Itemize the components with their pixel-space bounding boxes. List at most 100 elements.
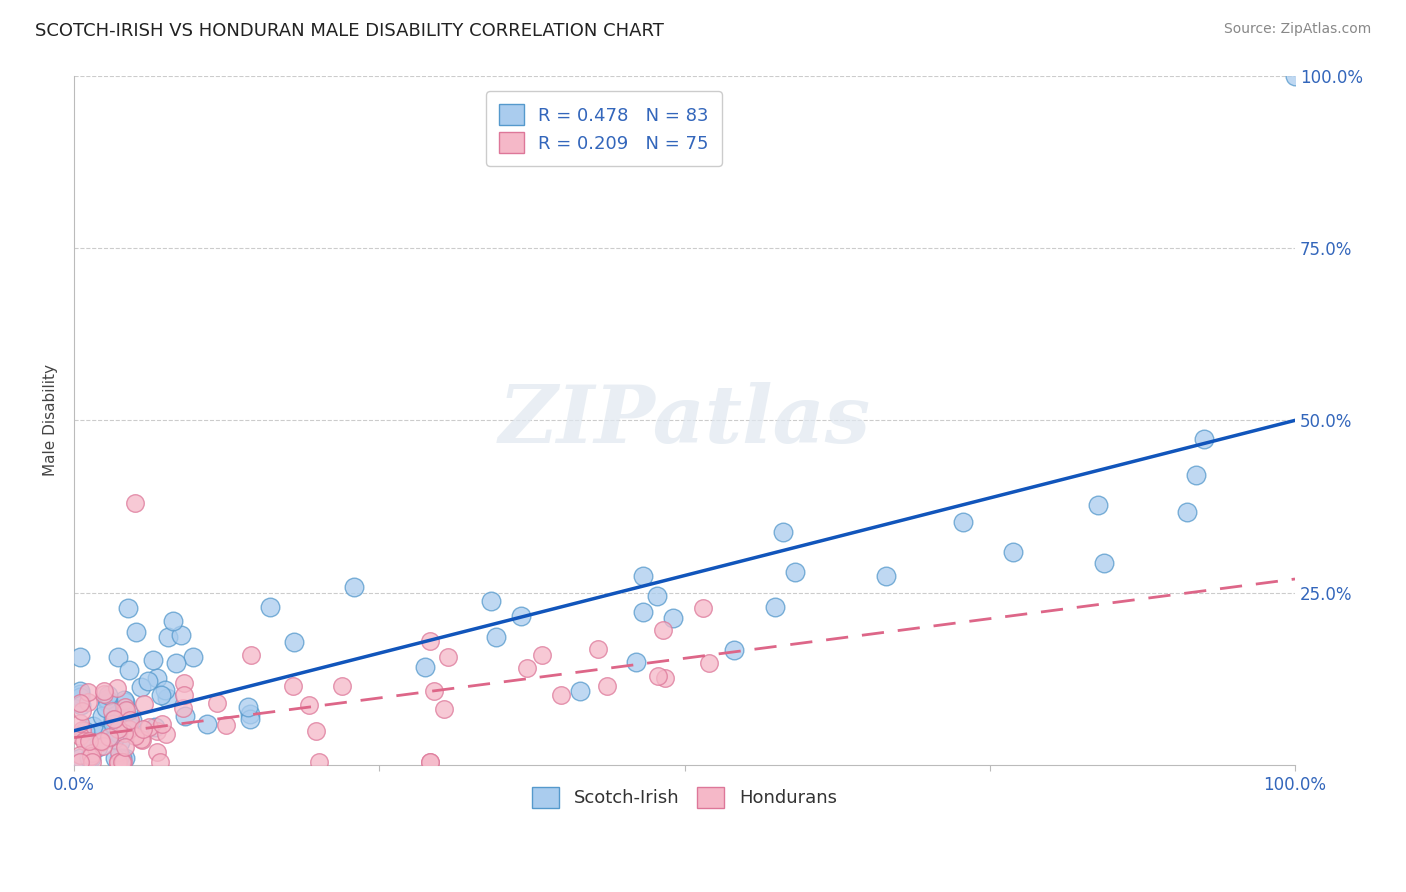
Point xyxy=(115,703,138,717)
Point xyxy=(105,681,128,695)
Text: Source: ZipAtlas.com: Source: ZipAtlas.com xyxy=(1223,22,1371,37)
Point xyxy=(146,671,169,685)
Point xyxy=(419,755,441,769)
Point xyxy=(170,627,193,641)
Point xyxy=(239,707,262,722)
Point xyxy=(1192,432,1215,446)
Point xyxy=(157,631,180,645)
Point xyxy=(69,729,91,743)
Point xyxy=(205,696,228,710)
Point xyxy=(1175,505,1198,519)
Point xyxy=(330,679,353,693)
Point xyxy=(97,688,120,702)
Point xyxy=(69,751,91,765)
Point xyxy=(419,634,441,648)
Point xyxy=(73,733,96,747)
Point xyxy=(73,723,96,738)
Point xyxy=(94,701,117,715)
Point xyxy=(107,649,129,664)
Point xyxy=(107,726,129,740)
Point xyxy=(69,747,91,762)
Point xyxy=(90,735,112,749)
Point xyxy=(259,600,281,615)
Point xyxy=(112,693,135,707)
Point xyxy=(645,589,668,603)
Point xyxy=(281,679,304,693)
Point xyxy=(111,751,134,765)
Point xyxy=(162,614,184,628)
Point xyxy=(297,698,319,712)
Point xyxy=(76,685,98,699)
Point xyxy=(433,702,456,716)
Point xyxy=(146,745,169,759)
Point xyxy=(114,740,136,755)
Point xyxy=(586,641,609,656)
Point xyxy=(93,683,115,698)
Point xyxy=(150,688,173,702)
Point xyxy=(121,713,143,727)
Point xyxy=(111,755,134,769)
Point xyxy=(87,727,110,741)
Point xyxy=(125,624,148,639)
Point xyxy=(86,727,108,741)
Point xyxy=(117,704,139,718)
Point xyxy=(783,566,806,580)
Point xyxy=(111,755,134,769)
Point xyxy=(124,730,146,744)
Point xyxy=(82,755,104,769)
Point xyxy=(239,712,262,726)
Point xyxy=(107,755,129,769)
Point xyxy=(103,713,125,727)
Point xyxy=(1087,498,1109,512)
Point xyxy=(183,650,205,665)
Point xyxy=(153,683,176,698)
Point xyxy=(136,674,159,689)
Point xyxy=(79,748,101,763)
Point xyxy=(98,730,121,744)
Point xyxy=(117,663,139,677)
Point xyxy=(104,751,127,765)
Point xyxy=(197,717,219,731)
Point xyxy=(308,755,330,769)
Point xyxy=(283,635,305,649)
Point xyxy=(107,722,129,736)
Point xyxy=(419,755,441,769)
Point xyxy=(952,515,974,529)
Point xyxy=(69,687,91,701)
Point xyxy=(77,695,100,709)
Point xyxy=(624,655,647,669)
Point xyxy=(174,709,197,723)
Legend: Scotch-Irish, Hondurans: Scotch-Irish, Hondurans xyxy=(524,780,844,814)
Point xyxy=(343,580,366,594)
Point xyxy=(120,720,142,734)
Point xyxy=(101,704,124,718)
Text: ZIPatlas: ZIPatlas xyxy=(499,382,870,459)
Point xyxy=(550,688,572,702)
Point xyxy=(149,755,172,769)
Point xyxy=(69,716,91,731)
Point xyxy=(108,751,131,765)
Point xyxy=(215,718,238,732)
Point xyxy=(105,707,128,722)
Point xyxy=(69,755,91,769)
Point xyxy=(131,732,153,747)
Point xyxy=(80,746,103,760)
Point xyxy=(654,671,676,685)
Point xyxy=(129,732,152,747)
Point xyxy=(103,717,125,731)
Point xyxy=(124,496,146,510)
Point xyxy=(763,599,786,614)
Point xyxy=(108,745,131,759)
Point xyxy=(143,720,166,734)
Point xyxy=(82,719,104,733)
Point xyxy=(70,698,93,713)
Point xyxy=(723,642,745,657)
Point xyxy=(96,691,118,706)
Point xyxy=(413,659,436,673)
Point xyxy=(1284,69,1306,83)
Point xyxy=(662,611,685,625)
Point xyxy=(87,739,110,754)
Point xyxy=(531,648,554,662)
Point xyxy=(1002,545,1025,559)
Point xyxy=(165,656,187,670)
